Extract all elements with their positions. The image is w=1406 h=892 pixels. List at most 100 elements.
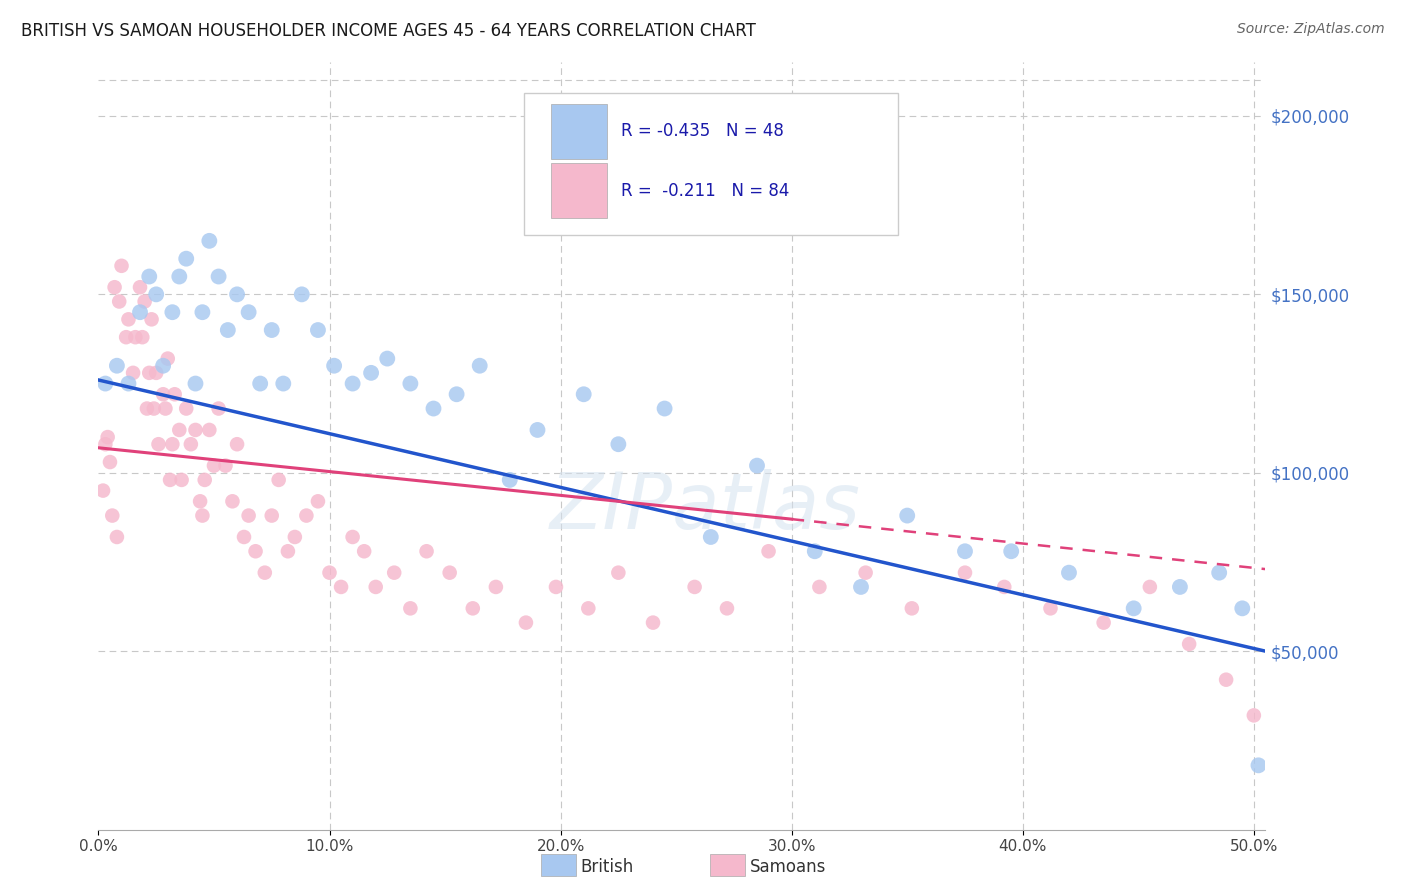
Samoans [134,294,156,309]
British [198,234,221,248]
British [260,323,283,337]
British [226,287,249,301]
Samoans [91,483,114,498]
Samoans [159,473,181,487]
Samoans [238,508,260,523]
Samoans [307,494,329,508]
British [138,269,160,284]
Samoans [131,330,153,344]
Samoans [607,566,630,580]
Samoans [198,423,221,437]
Samoans [207,401,229,416]
British [105,359,128,373]
Samoans [104,280,127,294]
British [572,387,595,401]
Samoans [515,615,537,630]
Samoans [461,601,484,615]
British [217,323,239,337]
Samoans [191,508,214,523]
British [117,376,139,391]
British [291,287,314,301]
British [526,423,548,437]
Samoans [758,544,780,558]
Text: BRITISH VS SAMOAN HOUSEHOLDER INCOME AGES 45 - 64 YEARS CORRELATION CHART: BRITISH VS SAMOAN HOUSEHOLDER INCOME AGE… [21,22,756,40]
British [468,359,491,373]
British [94,376,117,391]
British [271,376,294,391]
Samoans [295,508,318,523]
Samoans [1265,723,1288,737]
Samoans [1243,708,1265,723]
Bar [551,103,607,159]
British [191,305,214,319]
Samoans [226,437,249,451]
Samoans [1092,615,1115,630]
Samoans [184,423,207,437]
British [323,359,346,373]
Samoans [439,566,461,580]
Samoans [277,544,299,558]
British [700,530,723,544]
Samoans [136,401,159,416]
Samoans [1039,601,1062,615]
Samoans [364,580,387,594]
British [152,359,174,373]
British [342,376,364,391]
Samoans [253,566,276,580]
Samoans [101,508,124,523]
British [184,376,207,391]
Samoans [117,312,139,326]
British [499,473,522,487]
British [849,580,872,594]
Samoans [399,601,422,615]
Samoans [342,530,364,544]
Text: British: British [581,858,634,876]
Samoans [1215,673,1237,687]
Samoans [993,580,1015,594]
Samoans [174,401,197,416]
Text: R = -0.435   N = 48: R = -0.435 N = 48 [621,122,785,140]
British [307,323,329,337]
Samoans [142,401,165,416]
Samoans [382,566,405,580]
British [1122,601,1144,615]
Samoans [163,387,186,401]
British [162,305,184,319]
Text: ZIPatlas: ZIPatlas [550,469,860,545]
British [399,376,422,391]
British [1247,758,1270,772]
Samoans [214,458,236,473]
British [145,287,167,301]
British [360,366,382,380]
Samoans [716,601,738,615]
British [1232,601,1254,615]
Samoans [170,473,193,487]
Samoans [94,437,117,451]
Samoans [115,330,138,344]
Samoans [202,458,225,473]
British [446,387,468,401]
Samoans [145,366,167,380]
British [174,252,197,266]
Samoans [129,280,152,294]
Samoans [98,455,121,469]
British [745,458,768,473]
Samoans [1178,637,1201,651]
British [607,437,630,451]
Samoans [162,437,184,451]
Samoans [683,580,706,594]
Samoans [221,494,243,508]
British [129,305,152,319]
Samoans [901,601,924,615]
Samoans [485,580,508,594]
British [238,305,260,319]
FancyBboxPatch shape [524,93,898,235]
Samoans [245,544,267,558]
Samoans [180,437,202,451]
Samoans [267,473,290,487]
Samoans [138,366,160,380]
Samoans [122,366,145,380]
Samoans [233,530,256,544]
Samoans [155,401,177,416]
Text: Samoans: Samoans [749,858,825,876]
